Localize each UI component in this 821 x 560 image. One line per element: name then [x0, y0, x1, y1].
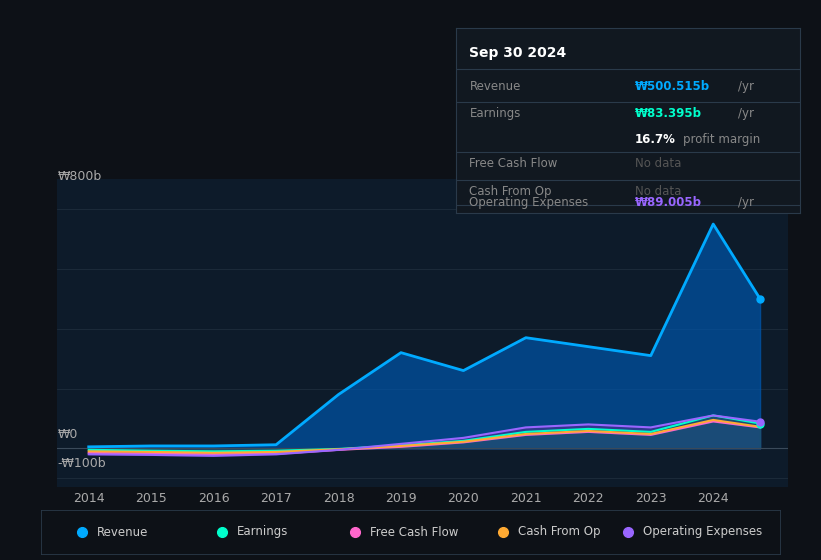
Text: /yr: /yr [738, 80, 754, 93]
Text: Revenue: Revenue [97, 525, 148, 539]
Text: No data: No data [635, 185, 681, 198]
Text: Operating Expenses: Operating Expenses [644, 525, 763, 539]
Text: ₩83.395b: ₩83.395b [635, 108, 702, 120]
Text: ₩800b: ₩800b [57, 170, 102, 183]
Text: -₩100b: -₩100b [57, 457, 106, 470]
Text: Sep 30 2024: Sep 30 2024 [470, 46, 566, 60]
Text: 16.7%: 16.7% [635, 133, 676, 146]
Text: profit margin: profit margin [683, 133, 760, 146]
Text: /yr: /yr [738, 196, 754, 209]
Text: Cash From Op: Cash From Op [470, 185, 552, 198]
Text: Free Cash Flow: Free Cash Flow [470, 157, 557, 170]
Text: ₩89.005b: ₩89.005b [635, 196, 702, 209]
Text: Cash From Op: Cash From Op [518, 525, 600, 539]
Text: Operating Expenses: Operating Expenses [470, 196, 589, 209]
Text: Revenue: Revenue [470, 80, 521, 93]
Text: Earnings: Earnings [237, 525, 288, 539]
Text: No data: No data [635, 157, 681, 170]
Text: ₩0: ₩0 [57, 427, 78, 441]
Text: Earnings: Earnings [470, 108, 521, 120]
Text: ₩500.515b: ₩500.515b [635, 80, 710, 93]
Text: /yr: /yr [738, 108, 754, 120]
Text: Free Cash Flow: Free Cash Flow [370, 525, 458, 539]
